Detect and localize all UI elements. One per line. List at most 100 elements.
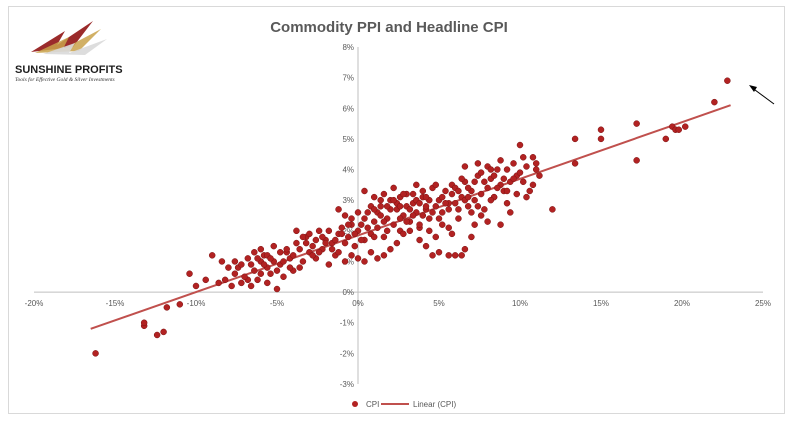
scatter-point bbox=[280, 258, 287, 265]
scatter-point bbox=[526, 187, 533, 195]
legend-label-cpi: CPI bbox=[366, 400, 379, 409]
scatter-point bbox=[341, 239, 349, 247]
scatter-point bbox=[681, 123, 689, 130]
y-tick-label: 7% bbox=[342, 74, 354, 83]
legend-label-linear: Linear (CPI) bbox=[413, 400, 456, 409]
scatter-point bbox=[247, 282, 255, 290]
scatter-point bbox=[354, 255, 362, 262]
scatter-point bbox=[497, 157, 504, 164]
y-tick-label: 8% bbox=[342, 43, 354, 52]
scatter-point bbox=[711, 98, 718, 106]
scatter-point bbox=[383, 203, 391, 210]
scatter-point bbox=[354, 209, 362, 216]
scatter-point bbox=[633, 157, 640, 164]
logo-tagline: Tools for Effective Gold & Silver Invest… bbox=[15, 76, 115, 83]
scatter-point bbox=[225, 264, 232, 271]
scatter-point bbox=[549, 206, 556, 213]
scatter-point bbox=[529, 181, 537, 189]
scatter-point bbox=[400, 190, 407, 198]
scatter-point bbox=[455, 187, 462, 195]
scatter-point bbox=[468, 209, 475, 216]
scatter-point bbox=[325, 261, 333, 268]
scatter-point bbox=[510, 175, 517, 182]
scatter-point bbox=[238, 261, 245, 268]
scatter-point bbox=[523, 193, 530, 201]
scatter-point bbox=[273, 285, 281, 293]
scatter-point bbox=[597, 126, 605, 133]
scatter-point bbox=[380, 218, 388, 225]
scatter-point bbox=[254, 276, 261, 284]
scatter-point bbox=[380, 252, 388, 259]
scatter-point bbox=[494, 184, 501, 192]
scatter-point bbox=[315, 249, 323, 256]
scatter-point bbox=[490, 172, 498, 179]
scatter-point bbox=[513, 190, 521, 198]
y-tick-label: 4% bbox=[342, 166, 354, 175]
scatter-point bbox=[403, 218, 410, 225]
scatter-point bbox=[370, 193, 378, 201]
scatter-point bbox=[406, 227, 414, 235]
scatter-point bbox=[286, 264, 294, 271]
scatter-point bbox=[218, 258, 226, 265]
scatter-point bbox=[455, 206, 462, 213]
scatter-point bbox=[257, 270, 265, 277]
scatter-point bbox=[451, 252, 459, 259]
scatter-point bbox=[338, 224, 346, 232]
scatter-point bbox=[341, 212, 349, 219]
scatter-point bbox=[458, 252, 465, 259]
scatter-point bbox=[341, 258, 349, 265]
scatter-point bbox=[338, 230, 346, 238]
scatter-point bbox=[312, 236, 320, 244]
scatter-point bbox=[367, 249, 375, 256]
scatter-point bbox=[273, 267, 281, 274]
scatter-point bbox=[429, 209, 436, 216]
scatter-point bbox=[510, 160, 517, 167]
x-tick-label: 10% bbox=[512, 299, 528, 308]
scatter-point bbox=[322, 239, 329, 247]
x-tick-label: 5% bbox=[433, 299, 445, 308]
scatter-point bbox=[529, 154, 537, 161]
y-tick-label: -2% bbox=[340, 349, 354, 358]
logo-mark-gold bbox=[35, 29, 101, 53]
scatter-point bbox=[357, 221, 365, 228]
y-tick-label: -3% bbox=[340, 380, 354, 389]
scatter-point bbox=[413, 181, 420, 189]
annotation-arrow bbox=[749, 85, 775, 105]
scatter-point bbox=[487, 196, 495, 204]
scatter-point bbox=[264, 279, 271, 287]
scatter-point bbox=[215, 279, 222, 287]
scatter-point bbox=[377, 212, 384, 219]
x-tick-label: -15% bbox=[106, 299, 125, 308]
scatter-point bbox=[244, 255, 252, 262]
scatter-point bbox=[361, 187, 368, 195]
scatter-point bbox=[335, 249, 342, 256]
scatter-point bbox=[315, 227, 323, 235]
scatter-point bbox=[380, 233, 388, 241]
chart-title: Commodity PPI and Headline CPI bbox=[270, 19, 508, 36]
scatter-point bbox=[597, 135, 605, 143]
scatter-point bbox=[519, 154, 527, 161]
scatter-point bbox=[390, 196, 397, 204]
scatter-point bbox=[160, 328, 167, 336]
scatter-point bbox=[208, 252, 216, 259]
scatter-point bbox=[351, 230, 359, 238]
scatter-point bbox=[503, 166, 511, 173]
scatter-point bbox=[455, 215, 462, 222]
scatter-point bbox=[276, 249, 284, 256]
scatter-point bbox=[325, 227, 333, 235]
scatter-point bbox=[422, 193, 430, 201]
scatter-point bbox=[426, 227, 433, 235]
y-tick-label: 3% bbox=[342, 196, 354, 205]
scatter-point bbox=[494, 166, 501, 173]
scatter-point bbox=[438, 221, 446, 228]
scatter-point bbox=[536, 172, 543, 179]
scatter-point bbox=[497, 221, 504, 228]
scatter-point bbox=[448, 190, 456, 198]
scatter-point bbox=[445, 224, 452, 232]
scatter-point bbox=[319, 233, 326, 241]
scatter-point bbox=[481, 178, 488, 186]
x-tick-label: -10% bbox=[187, 299, 206, 308]
scatter-point bbox=[422, 242, 430, 250]
scatter-point bbox=[345, 221, 352, 228]
scatter-point bbox=[348, 252, 355, 259]
